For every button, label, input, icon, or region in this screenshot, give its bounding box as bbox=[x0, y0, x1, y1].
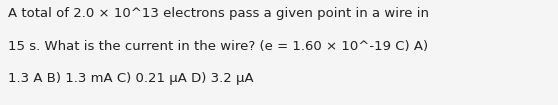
Text: 15 s. What is the current in the wire? (e = 1.60 × 10^-19 C) A): 15 s. What is the current in the wire? (… bbox=[8, 40, 429, 53]
Text: A total of 2.0 × 10^13 electrons pass a given point in a wire in: A total of 2.0 × 10^13 electrons pass a … bbox=[8, 7, 429, 20]
Text: 1.3 A B) 1.3 mA C) 0.21 μA D) 3.2 μA: 1.3 A B) 1.3 mA C) 0.21 μA D) 3.2 μA bbox=[8, 72, 254, 85]
